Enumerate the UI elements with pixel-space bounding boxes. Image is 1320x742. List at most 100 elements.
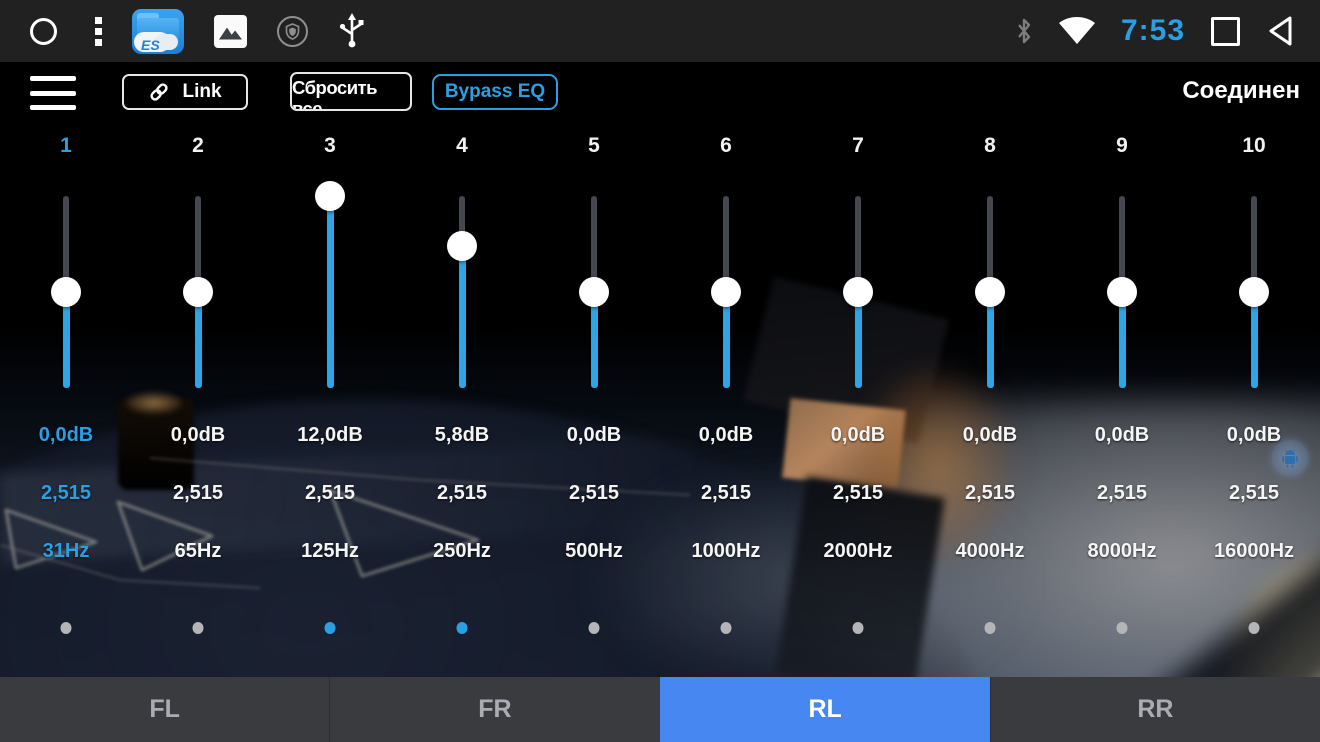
band-gain-label: 0,0dB xyxy=(1094,424,1150,446)
tab-rr[interactable]: RR xyxy=(989,677,1320,742)
link-button[interactable]: Link xyxy=(122,74,248,110)
link-chain-icon xyxy=(150,83,169,101)
slider-thumb[interactable] xyxy=(975,277,1005,307)
band-gain-label: 0,0dB xyxy=(698,424,754,446)
bluetooth-icon xyxy=(1018,18,1031,44)
band-6-slider[interactable] xyxy=(711,196,741,388)
eq-band-3: 3 12,0dB 2,515 125Hz xyxy=(264,125,396,677)
android-overlay-icon[interactable] xyxy=(1272,440,1308,476)
eq-band-1: 1 0,0dB 2,515 31Hz xyxy=(0,125,132,677)
band-5-slider[interactable] xyxy=(579,196,609,388)
band-number: 7 xyxy=(852,134,864,157)
menu-icon[interactable] xyxy=(30,76,76,110)
band-4-slider[interactable] xyxy=(447,196,477,388)
eq-band-2: 2 0,0dB 2,515 65Hz xyxy=(132,125,264,677)
tab-fl[interactable]: FL xyxy=(0,677,330,742)
tab-fr[interactable]: FR xyxy=(329,677,660,742)
band-7-slider[interactable] xyxy=(843,196,873,388)
band-gain-label: 0,0dB xyxy=(962,424,1018,446)
band-number: 9 xyxy=(1116,134,1128,157)
gallery-icon xyxy=(214,14,247,48)
slider-thumb[interactable] xyxy=(315,181,345,211)
slider-fill xyxy=(854,292,862,388)
band-gain-label: 0,0dB xyxy=(1226,424,1282,446)
band-page-dot xyxy=(60,622,72,634)
bypass-button-label: Bypass EQ xyxy=(444,81,546,102)
slider-thumb[interactable] xyxy=(51,277,81,307)
band-3-slider[interactable] xyxy=(315,181,345,388)
band-q-label: 2,515 xyxy=(1096,482,1148,504)
band-page-dot xyxy=(720,622,732,634)
band-q-label: 2,515 xyxy=(568,482,620,504)
reset-all-eq-button[interactable]: Сбросить все EQ xyxy=(290,72,412,111)
wifi-icon xyxy=(1058,17,1095,44)
band-page-dot xyxy=(1116,622,1128,634)
band-q-label: 2,515 xyxy=(1228,482,1280,504)
tab-rl[interactable]: RL xyxy=(659,677,990,742)
channel-tab-bar: FL FR RL RR xyxy=(0,677,1320,742)
band-page-dot xyxy=(1248,622,1260,634)
band-gain-label: 12,0dB xyxy=(297,424,363,446)
band-freq-label: 2000Hz xyxy=(823,540,893,562)
band-freq-label: 31Hz xyxy=(42,540,90,562)
overflow-menu-icon xyxy=(95,16,102,46)
bypass-eq-button[interactable]: Bypass EQ xyxy=(432,74,558,110)
band-gain-label: 0,0dB xyxy=(566,424,622,446)
back-triangle-icon[interactable] xyxy=(1266,15,1294,47)
band-q-label: 2,515 xyxy=(40,482,92,504)
link-button-label: Link xyxy=(182,81,222,102)
band-page-dot xyxy=(192,622,204,634)
band-2-slider[interactable] xyxy=(183,196,213,388)
recents-square-icon[interactable] xyxy=(1211,16,1240,46)
slider-thumb[interactable] xyxy=(1239,277,1269,307)
slider-fill xyxy=(986,292,994,388)
slider-fill xyxy=(194,292,202,388)
band-number: 5 xyxy=(588,134,600,157)
band-number: 1 xyxy=(60,134,72,157)
slider-fill xyxy=(1250,292,1258,388)
band-q-label: 2,515 xyxy=(436,482,488,504)
slider-fill xyxy=(590,292,598,388)
band-number: 8 xyxy=(984,134,996,157)
status-bar: ES 7:53 xyxy=(0,0,1320,62)
band-gain-label: 0,0dB xyxy=(830,424,886,446)
band-freq-label: 125Hz xyxy=(301,540,359,562)
band-8-slider[interactable] xyxy=(975,196,1005,388)
es-file-explorer-icon: ES xyxy=(132,8,184,54)
band-freq-label: 8000Hz xyxy=(1087,540,1157,562)
eq-band-10: 10 0,0dB 2,515 16000Hz xyxy=(1188,125,1320,677)
slider-thumb[interactable] xyxy=(447,230,477,261)
slider-thumb[interactable] xyxy=(843,277,873,307)
band-page-dot xyxy=(852,622,864,634)
slider-thumb[interactable] xyxy=(579,277,609,307)
band-q-label: 2,515 xyxy=(832,482,884,504)
band-freq-label: 500Hz xyxy=(565,540,623,562)
eq-band-9: 9 0,0dB 2,515 8000Hz xyxy=(1056,125,1188,677)
es-logo-text: ES xyxy=(141,36,160,53)
slider-thumb[interactable] xyxy=(711,277,741,307)
slider-fill xyxy=(326,196,334,388)
band-9-slider[interactable] xyxy=(1107,196,1137,388)
band-page-dot xyxy=(456,622,468,634)
status-bar-notifications: ES xyxy=(0,8,366,54)
slider-thumb[interactable] xyxy=(1107,277,1137,307)
band-10-slider[interactable] xyxy=(1239,196,1269,388)
clock: 7:53 xyxy=(1120,14,1185,47)
shield-icon xyxy=(277,15,308,47)
spindle-highlight xyxy=(126,392,182,414)
slider-thumb[interactable] xyxy=(183,277,213,307)
band-number: 10 xyxy=(1242,134,1266,157)
band-freq-label: 4000Hz xyxy=(955,540,1025,562)
band-gain-label: 0,0dB xyxy=(170,424,226,446)
band-number: 4 xyxy=(456,134,468,157)
eq-band-6: 6 0,0dB 2,515 1000Hz xyxy=(660,125,792,677)
band-freq-label: 16000Hz xyxy=(1213,540,1295,562)
band-number: 2 xyxy=(192,134,204,157)
connection-status: Соединен xyxy=(1182,77,1300,104)
equalizer-bands: 1 0,0dB 2,515 31Hz 2 0,0dB 2,515 65Hz xyxy=(0,125,1320,677)
band-1-slider[interactable] xyxy=(51,196,81,388)
band-q-label: 2,515 xyxy=(304,482,356,504)
eq-band-8: 8 0,0dB 2,515 4000Hz xyxy=(924,125,1056,677)
